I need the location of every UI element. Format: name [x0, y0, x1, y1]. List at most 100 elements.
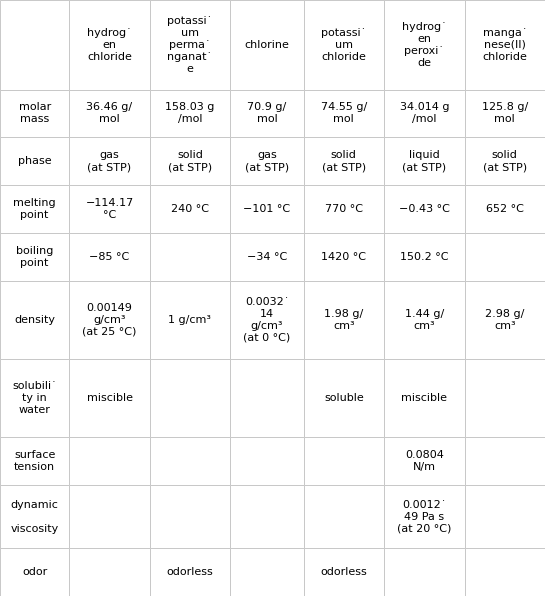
Bar: [384, 548, 464, 596]
Text: odorless: odorless: [167, 567, 213, 577]
Bar: [304, 185, 384, 233]
Bar: [0, 0, 69, 89]
Bar: [304, 281, 384, 359]
Text: 0.0012˙
49 Pa s
(at 20 °C): 0.0012˙ 49 Pa s (at 20 °C): [397, 499, 451, 533]
Text: 150.2 °C: 150.2 °C: [400, 252, 449, 262]
Bar: [0, 437, 69, 485]
Bar: [230, 359, 304, 437]
Bar: [69, 281, 150, 359]
Text: 0.00149
g/cm³
(at 25 °C): 0.00149 g/cm³ (at 25 °C): [82, 303, 137, 337]
Text: −85 °C: −85 °C: [89, 252, 130, 262]
Text: liquid
(at STP): liquid (at STP): [402, 150, 446, 172]
Text: phase: phase: [18, 156, 51, 166]
Bar: [304, 233, 384, 281]
Bar: [230, 0, 304, 89]
Text: 36.46 g/
mol: 36.46 g/ mol: [87, 103, 132, 125]
Bar: [150, 359, 230, 437]
Text: potassi˙
um
perma˙
nganat˙
e: potassi˙ um perma˙ nganat˙ e: [167, 16, 213, 74]
Text: 0.0032˙
14
g/cm³
(at 0 °C): 0.0032˙ 14 g/cm³ (at 0 °C): [243, 297, 290, 343]
Text: solid
(at STP): solid (at STP): [483, 150, 527, 172]
Text: 2.98 g/
cm³: 2.98 g/ cm³: [485, 309, 524, 331]
Bar: [304, 138, 384, 185]
Text: solid
(at STP): solid (at STP): [168, 150, 212, 172]
Text: miscible: miscible: [87, 393, 132, 403]
Text: solubili˙
ty in
water: solubili˙ ty in water: [13, 381, 57, 415]
Bar: [464, 233, 545, 281]
Text: 34.014 g
/mol: 34.014 g /mol: [399, 103, 449, 125]
Bar: [384, 437, 464, 485]
Bar: [464, 437, 545, 485]
Bar: [384, 485, 464, 548]
Text: −0.43 °C: −0.43 °C: [399, 204, 450, 214]
Text: −34 °C: −34 °C: [247, 252, 287, 262]
Bar: [69, 548, 150, 596]
Bar: [0, 138, 69, 185]
Bar: [304, 359, 384, 437]
Bar: [0, 233, 69, 281]
Bar: [464, 485, 545, 548]
Bar: [69, 0, 150, 89]
Text: surface
tension: surface tension: [14, 450, 56, 472]
Bar: [304, 548, 384, 596]
Text: chlorine: chlorine: [245, 40, 289, 50]
Text: −101 °C: −101 °C: [244, 204, 290, 214]
Text: odor: odor: [22, 567, 47, 577]
Bar: [150, 185, 230, 233]
Bar: [464, 185, 545, 233]
Text: 1 g/cm³: 1 g/cm³: [168, 315, 211, 325]
Text: gas
(at STP): gas (at STP): [245, 150, 289, 172]
Text: odorless: odorless: [320, 567, 367, 577]
Bar: [230, 89, 304, 138]
Text: 1.98 g/
cm³: 1.98 g/ cm³: [324, 309, 364, 331]
Bar: [0, 281, 69, 359]
Bar: [384, 359, 464, 437]
Bar: [0, 359, 69, 437]
Bar: [464, 89, 545, 138]
Bar: [304, 437, 384, 485]
Text: 652 °C: 652 °C: [486, 204, 524, 214]
Bar: [464, 359, 545, 437]
Text: 770 °C: 770 °C: [325, 204, 363, 214]
Bar: [464, 138, 545, 185]
Text: molar
mass: molar mass: [19, 103, 51, 125]
Bar: [384, 138, 464, 185]
Bar: [230, 437, 304, 485]
Text: dynamic

viscosity: dynamic viscosity: [10, 499, 59, 533]
Text: 0.0804
N/m: 0.0804 N/m: [405, 450, 444, 472]
Bar: [69, 359, 150, 437]
Text: solid
(at STP): solid (at STP): [322, 150, 366, 172]
Bar: [0, 485, 69, 548]
Text: miscible: miscible: [401, 393, 447, 403]
Bar: [150, 233, 230, 281]
Bar: [384, 185, 464, 233]
Bar: [0, 185, 69, 233]
Text: soluble: soluble: [324, 393, 364, 403]
Bar: [384, 0, 464, 89]
Text: density: density: [14, 315, 55, 325]
Bar: [304, 485, 384, 548]
Bar: [304, 0, 384, 89]
Text: melting
point: melting point: [13, 198, 56, 220]
Bar: [230, 485, 304, 548]
Text: manga˙
nese(II)
chloride: manga˙ nese(II) chloride: [482, 28, 527, 62]
Bar: [69, 437, 150, 485]
Bar: [230, 281, 304, 359]
Bar: [69, 138, 150, 185]
Text: 158.03 g
/mol: 158.03 g /mol: [165, 103, 215, 125]
Bar: [150, 138, 230, 185]
Bar: [384, 233, 464, 281]
Bar: [150, 485, 230, 548]
Bar: [150, 281, 230, 359]
Text: 240 °C: 240 °C: [171, 204, 209, 214]
Bar: [384, 89, 464, 138]
Bar: [464, 0, 545, 89]
Text: potassi˙
um
chloride: potassi˙ um chloride: [322, 28, 366, 62]
Bar: [150, 89, 230, 138]
Text: 1420 °C: 1420 °C: [322, 252, 366, 262]
Bar: [464, 548, 545, 596]
Bar: [304, 89, 384, 138]
Text: −114.17
°C: −114.17 °C: [86, 198, 134, 220]
Bar: [464, 281, 545, 359]
Text: hydrog˙
en
peroxi˙
de: hydrog˙ en peroxi˙ de: [402, 22, 446, 68]
Text: hydrog˙
en
chloride: hydrog˙ en chloride: [87, 28, 132, 62]
